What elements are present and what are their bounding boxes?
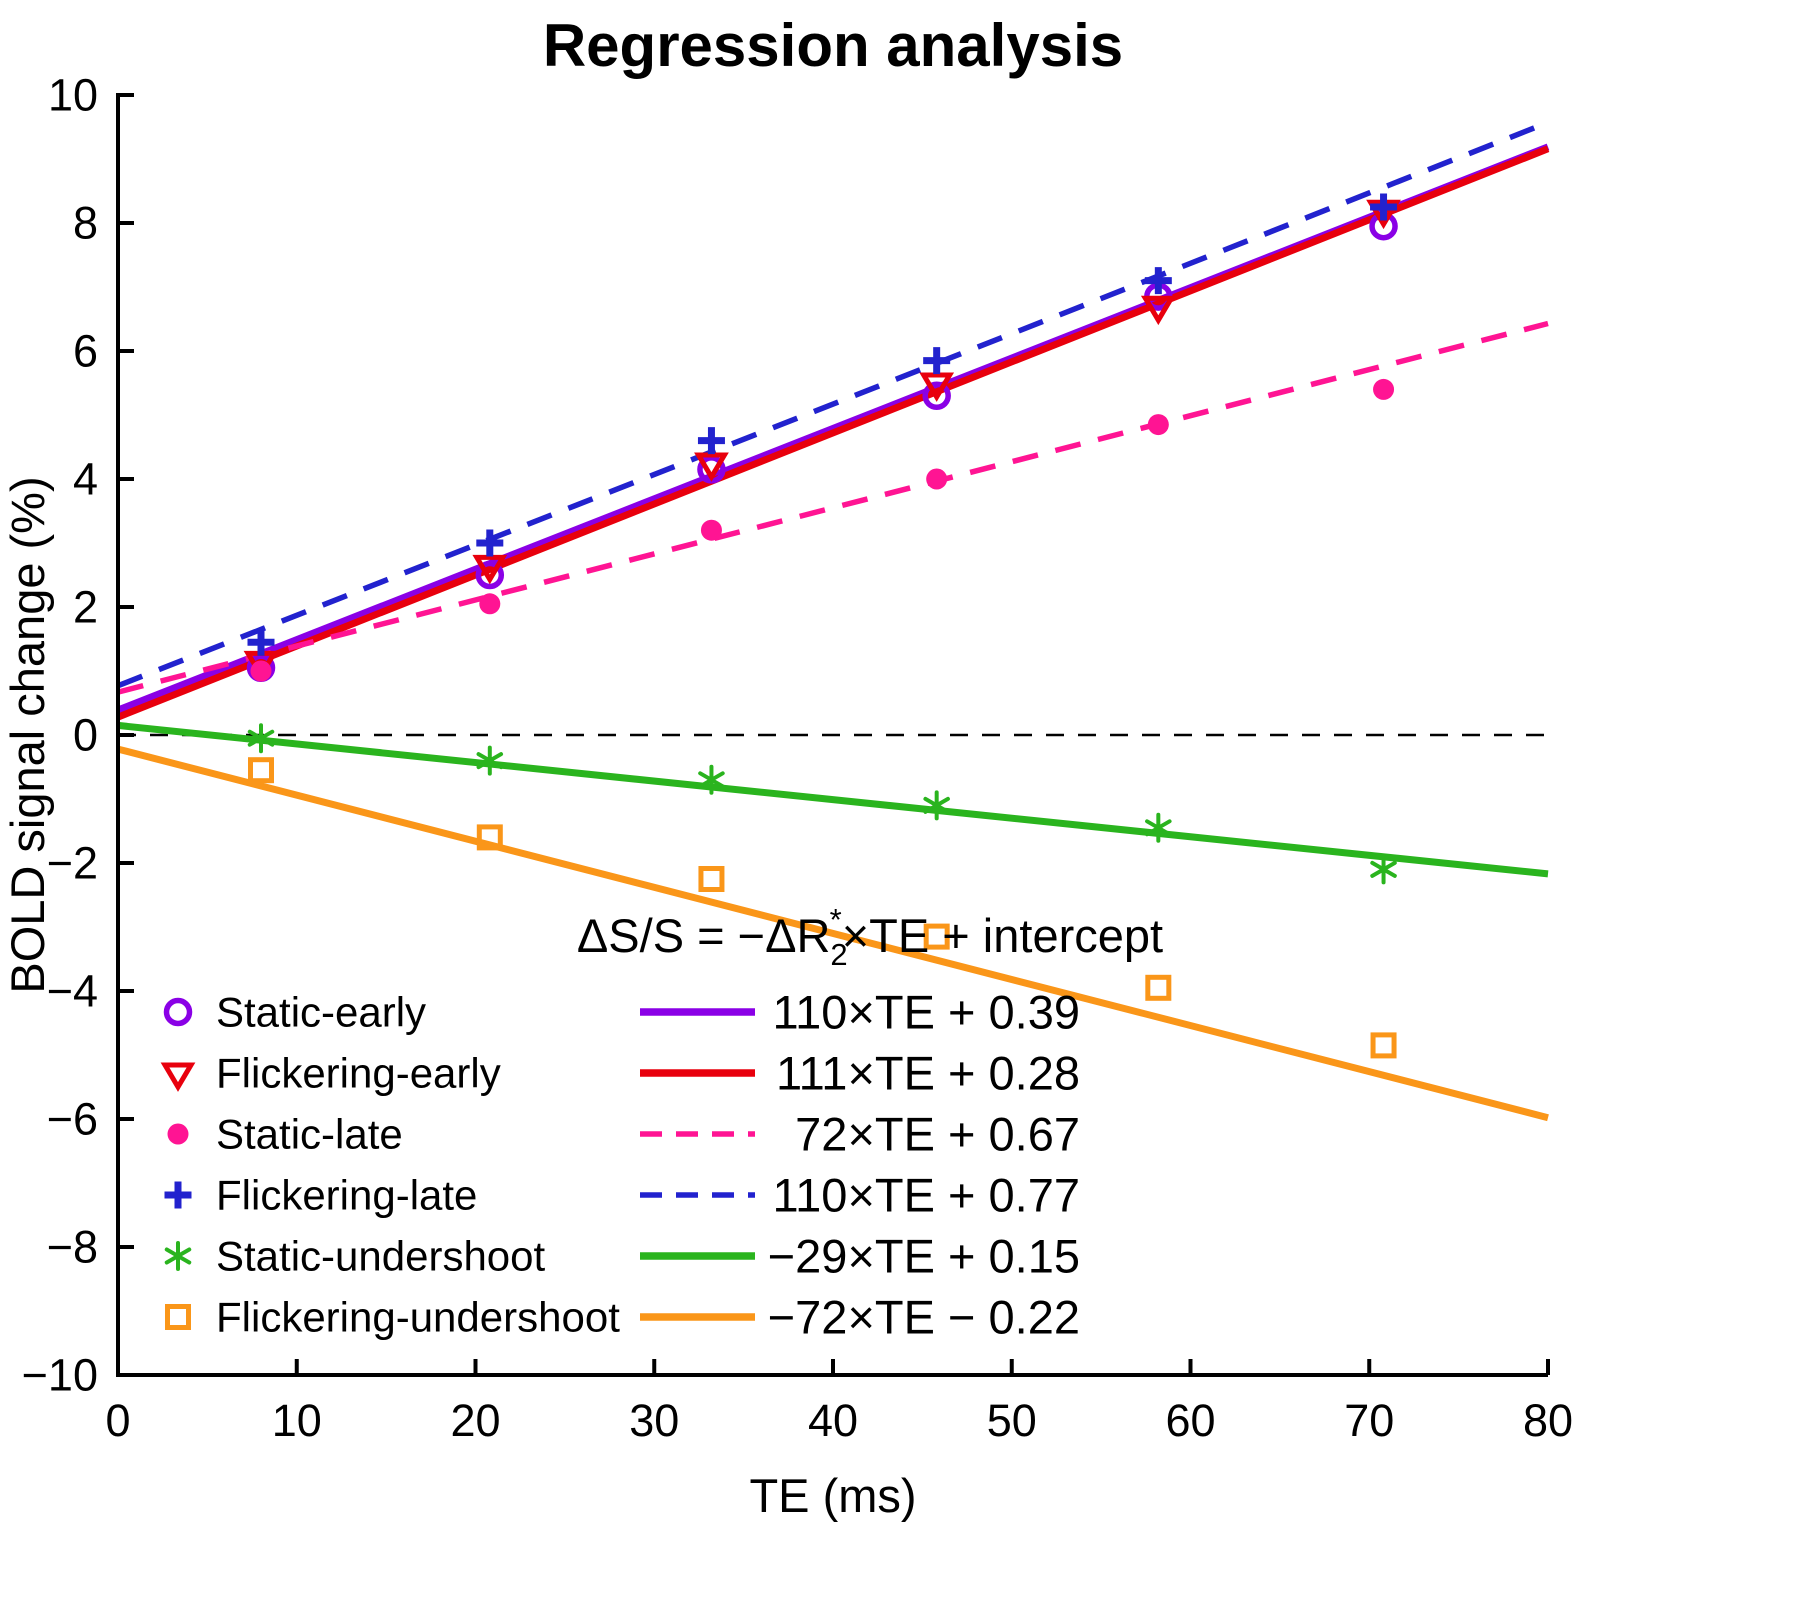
legend-equation-flickering-early: 111×TE + 0.28 — [776, 1047, 1080, 1100]
series-markers-flickering-undershoot — [248, 757, 1397, 1059]
marker-static-early — [922, 381, 951, 411]
legend-label-flickering-early: Flickering-early — [216, 1050, 501, 1097]
regression-line-static-late — [117, 320, 1549, 695]
legend-marker-flickering-late — [164, 1181, 192, 1209]
x-tick-label: 20 — [450, 1395, 500, 1446]
marker-flickering-late — [1144, 267, 1172, 295]
marker-flickering-late — [476, 529, 504, 557]
series-markers-static-undershoot — [247, 723, 1397, 885]
marker-static-late — [1147, 414, 1169, 436]
y-tick-label: 0 — [73, 710, 98, 761]
marker-static-early — [475, 560, 505, 590]
legend-equation-static-undershoot: −29×TE + 0.15 — [768, 1230, 1080, 1283]
marker-static-undershoot — [476, 745, 504, 776]
equation-legend: ΔS/S = −ΔR2*×TE + intercept 110×TE + 0.39… — [577, 902, 1163, 1344]
marker-static-late — [479, 593, 501, 615]
x-tick-label: 30 — [629, 1395, 679, 1446]
equation-legend-header: ΔS/S = −ΔR2*×TE + intercept — [577, 902, 1163, 972]
marker-flickering-late — [923, 347, 951, 375]
marker-flickering-late — [247, 628, 275, 656]
y-tick-label: 8 — [73, 198, 98, 249]
y-tick-label: −2 — [47, 838, 98, 889]
legend-equation-static-late: 72×TE + 0.67 — [795, 1108, 1080, 1161]
y-tick-label: 2 — [73, 582, 98, 633]
marker-flickering-late — [697, 427, 725, 455]
legend-marker-static-early — [163, 997, 193, 1027]
legend-marker-flickering-undershoot — [165, 1304, 191, 1330]
marker-static-late — [700, 519, 722, 541]
marker-legend: Static-early Flickering-early Static-late F… — [160, 989, 620, 1341]
legend-label-static-late: Static-late — [216, 1111, 403, 1158]
chart-title: Regression analysis — [543, 12, 1123, 79]
marker-static-undershoot — [923, 790, 950, 821]
regression-line-flickering-undershoot — [117, 745, 1549, 1122]
marker-flickering-early — [694, 452, 729, 482]
marker-flickering-undershoot — [1145, 974, 1172, 1001]
marker-static-late — [1373, 378, 1395, 400]
marker-static-undershoot — [247, 723, 275, 754]
legend-equation-flickering-undershoot: −72×TE − 0.22 — [768, 1291, 1080, 1344]
legend-marker-static-late — [167, 1123, 189, 1145]
legend-label-static-early: Static-early — [216, 989, 426, 1036]
series-markers-static-early — [246, 211, 1398, 683]
x-tick-label: 70 — [1344, 1395, 1394, 1446]
y-tick-label: 4 — [73, 454, 98, 505]
legend-label-flickering-late: Flickering-late — [216, 1172, 477, 1219]
legend-label-flickering-undershoot: Flickering-undershoot — [216, 1294, 620, 1341]
y-tick-label: −6 — [47, 1094, 98, 1145]
y-tick-label: −10 — [22, 1350, 98, 1401]
regression-line-flickering-late — [116, 119, 1550, 689]
y-tick-label: 10 — [48, 70, 98, 121]
marker-static-late — [250, 660, 272, 682]
series-markers-static-late — [250, 378, 1395, 682]
marker-flickering-undershoot — [698, 866, 725, 892]
x-tick-label: 60 — [1165, 1395, 1215, 1446]
marker-static-late — [926, 468, 948, 490]
x-tick-label: 80 — [1523, 1395, 1573, 1446]
x-tick-label: 50 — [987, 1395, 1037, 1446]
marker-flickering-late — [1370, 193, 1398, 221]
regression-line-static-undershoot — [117, 721, 1549, 878]
legend-label-static-undershoot: Static-undershoot — [216, 1233, 546, 1280]
legend-marker-flickering-early — [160, 1062, 196, 1092]
series-markers-flickering-late — [247, 193, 1398, 656]
y-tick-label: 6 — [73, 326, 98, 377]
marker-static-undershoot — [1145, 812, 1172, 843]
marker-flickering-early — [919, 372, 955, 402]
x-tick-label: 10 — [272, 1395, 322, 1446]
marker-flickering-undershoot — [1370, 1032, 1397, 1059]
marker-flickering-early — [472, 554, 508, 585]
marker-flickering-undershoot — [476, 824, 503, 851]
y-tick-label: −4 — [47, 966, 98, 1017]
y-axis-label: BOLD signal change (%) — [1, 476, 54, 993]
axes: 0 10 20 30 40 50 60 70 80 −10 −8 −6 −4 −2 0 2 4 6 8 10 — [22, 70, 1573, 1446]
legend-equation-static-early: 110×TE + 0.39 — [773, 986, 1080, 1039]
marker-flickering-undershoot — [923, 923, 950, 950]
marker-flickering-undershoot — [248, 757, 274, 784]
y-tick-label: −8 — [47, 1222, 98, 1273]
x-axis-label: TE (ms) — [749, 1469, 916, 1522]
legend-equation-flickering-late: 110×TE + 0.77 — [773, 1169, 1080, 1222]
regression-line-flickering-early — [116, 145, 1550, 721]
x-tick-label: 0 — [105, 1395, 130, 1446]
marker-flickering-early — [1140, 295, 1176, 326]
x-tick-label: 40 — [808, 1395, 858, 1446]
legend-marker-static-undershoot — [164, 1241, 192, 1271]
marker-static-undershoot — [1370, 854, 1397, 885]
marker-static-undershoot — [698, 764, 725, 795]
